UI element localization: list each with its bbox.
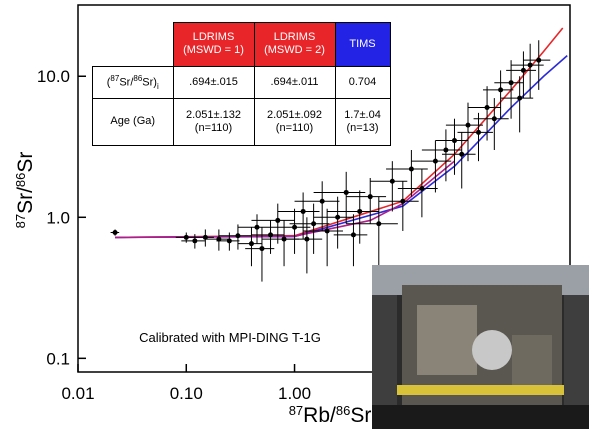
data-point bbox=[268, 232, 274, 238]
data-point bbox=[350, 232, 356, 238]
cell-text: LDRIMS bbox=[273, 31, 316, 44]
data-point bbox=[254, 224, 260, 230]
data-point bbox=[465, 122, 471, 128]
y-tick-label: 0.1 bbox=[46, 349, 70, 368]
data-point bbox=[275, 217, 281, 223]
x-axis-title-part: Sr bbox=[350, 404, 371, 427]
cell-text: .694±.011 bbox=[270, 75, 319, 88]
data-point bbox=[517, 95, 523, 101]
x-tick-label: 0.10 bbox=[170, 384, 203, 403]
data-point bbox=[259, 246, 265, 252]
data-point bbox=[319, 198, 325, 204]
header-row: LDRIMS (MSWD = 1) LDRIMS (MSWD = 2) TIMS bbox=[93, 22, 391, 67]
data-point bbox=[527, 62, 533, 68]
y-axis-title-part: 86 bbox=[13, 173, 28, 187]
data-point bbox=[498, 87, 504, 93]
x-axis-title-part: 86 bbox=[336, 403, 350, 418]
results-table: LDRIMS (MSWD = 1) LDRIMS (MSWD = 2) TIMS (87S… bbox=[92, 22, 391, 146]
data-point bbox=[520, 67, 526, 73]
data-point bbox=[367, 194, 373, 200]
x-axis-title: 87Rb/86Sr bbox=[289, 403, 372, 428]
data-point bbox=[536, 57, 542, 63]
data-point bbox=[389, 178, 395, 184]
data-point bbox=[292, 224, 298, 230]
row-label-part: Sr/ bbox=[119, 76, 134, 89]
cell-text: (MSWD = 1) bbox=[183, 44, 244, 57]
data-point bbox=[216, 236, 222, 242]
table-row: (87Sr/86Sr)i .694±.015 .694±.011 0.704 bbox=[92, 65, 391, 99]
cell-text: .694±.015 bbox=[189, 75, 238, 88]
header-cell: LDRIMS (MSWD = 1) bbox=[172, 22, 255, 67]
y-axis-title-part: Sr bbox=[14, 152, 37, 173]
data-point bbox=[343, 189, 349, 195]
table-cell: 2.051±.132 (n=110) bbox=[172, 97, 255, 146]
data-point bbox=[408, 166, 414, 172]
data-point bbox=[304, 236, 310, 242]
data-point bbox=[459, 151, 465, 157]
data-point bbox=[484, 105, 490, 111]
row-label: Age (Ga) bbox=[92, 97, 174, 146]
cell-text: (n=110) bbox=[275, 121, 314, 134]
row-label-part: i bbox=[156, 81, 159, 91]
data-point bbox=[443, 147, 449, 153]
data-point bbox=[183, 234, 189, 240]
cell-text: 0.704 bbox=[348, 75, 377, 88]
data-point bbox=[300, 208, 306, 214]
data-point bbox=[419, 186, 425, 191]
data-point bbox=[311, 221, 317, 227]
x-axis-title-part: Rb/ bbox=[303, 404, 336, 427]
data-point bbox=[226, 238, 232, 244]
data-point bbox=[491, 116, 497, 122]
plot-frame bbox=[77, 4, 571, 373]
data-point bbox=[432, 158, 438, 164]
y-axis-title: 87Sr/86Sr bbox=[13, 152, 38, 229]
cell-text: TIMS bbox=[349, 37, 376, 50]
data-point bbox=[192, 238, 198, 244]
y-tick-label: 10.0 bbox=[37, 67, 70, 86]
y-tick-label: 1.0 bbox=[46, 208, 70, 227]
data-point bbox=[400, 198, 406, 204]
x-axis-title-part: 87 bbox=[289, 403, 303, 418]
cell-text: 1.7±.04 bbox=[344, 108, 381, 121]
header-cell: TIMS bbox=[334, 22, 391, 67]
corner-cell bbox=[93, 23, 174, 67]
annotation: Calibrated with MPI-DING T-1G bbox=[139, 330, 321, 345]
table-row: Age (Ga) 2.051±.132 (n=110) 2.051±.092 (n=11… bbox=[92, 97, 391, 146]
row-label-part: Sr) bbox=[142, 76, 157, 89]
row-label-part: 86 bbox=[133, 73, 143, 83]
data-point bbox=[112, 230, 118, 236]
cell-text: LDRIMS bbox=[192, 31, 235, 44]
x-tick-label: 1.00 bbox=[278, 384, 311, 403]
y-axis-title-part: 87 bbox=[13, 214, 28, 228]
cell-text: 2.051±.092 bbox=[267, 108, 322, 121]
data-point bbox=[324, 228, 330, 234]
data-point bbox=[357, 208, 363, 214]
table-cell: .694±.011 bbox=[253, 65, 336, 99]
data-point bbox=[475, 129, 481, 135]
header-cell: LDRIMS (MSWD = 2) bbox=[253, 22, 336, 67]
x-tick-label: 0.01 bbox=[61, 384, 94, 403]
cell-text: (n=13) bbox=[346, 121, 379, 134]
data-point bbox=[248, 241, 254, 247]
table-cell: 0.704 bbox=[334, 65, 391, 99]
photo bbox=[372, 265, 589, 429]
table-cell: 1.7±.04 (n=13) bbox=[334, 97, 391, 146]
cell-text: (n=110) bbox=[194, 121, 233, 134]
data-point bbox=[235, 233, 241, 239]
row-label: (87Sr/86Sr)i bbox=[92, 65, 174, 99]
cell-text: 2.051±.132 bbox=[186, 108, 241, 121]
table-cell: .694±.015 bbox=[172, 65, 255, 99]
data-point bbox=[451, 138, 457, 144]
row-label-part: 87 bbox=[110, 73, 120, 83]
data-point bbox=[376, 221, 382, 227]
row-label-part: Age (Ga) bbox=[110, 115, 156, 127]
y-axis-title-part: Sr/ bbox=[14, 187, 37, 214]
data-point bbox=[508, 80, 514, 86]
cell-text: (MSWD = 2) bbox=[264, 44, 325, 57]
data-point bbox=[335, 214, 341, 220]
row-label-part: ( bbox=[106, 76, 111, 89]
table-cell: 2.051±.092 (n=110) bbox=[253, 97, 336, 146]
